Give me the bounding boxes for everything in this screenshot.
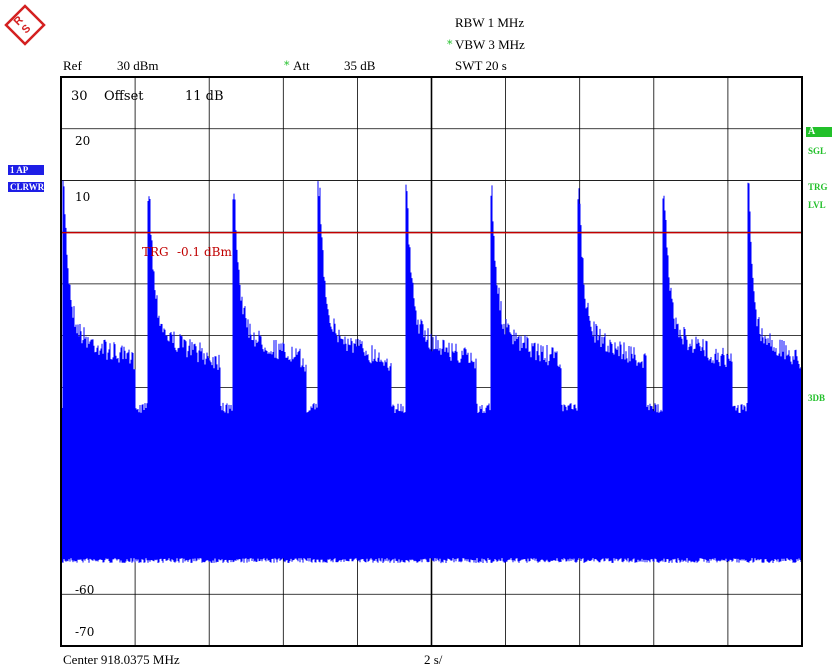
rbw-readout: RBW 1 MHz — [455, 15, 525, 30]
trace-gap — [560, 403, 579, 563]
trace-1 — [60, 180, 803, 564]
att-changed-marker: * — [284, 59, 290, 72]
single-sweep-indicator: SGL — [808, 146, 827, 156]
trace-mode-label: CLRWR — [8, 182, 45, 192]
rohde-schwarz-logo: R S — [4, 4, 46, 46]
sweep-time-readout: SWT 20 s — [455, 58, 507, 73]
trigger-level-value: -0.1 dBm — [177, 245, 232, 259]
plot-frame — [60, 76, 803, 647]
ref-label: Ref — [63, 58, 82, 73]
trace-burst — [317, 181, 392, 563]
vbw-changed-marker: * — [447, 38, 453, 51]
screen-a-indicator: A — [806, 127, 832, 137]
trace-gap — [731, 403, 749, 563]
y-tick-label: -70 — [75, 625, 95, 639]
sweep-per-division-readout: 2 s/ — [424, 652, 443, 667]
offset-value: 11 dB — [185, 89, 224, 104]
3db-filter-indicator: 3DB — [808, 393, 826, 403]
offset-label: Offset — [104, 89, 144, 104]
trace-gap — [134, 403, 149, 563]
y-tick-label: -60 — [75, 583, 95, 597]
trace-gap — [305, 403, 319, 563]
trigger-level-label: TRG — [142, 245, 169, 259]
trace-detector-label: 1 AP — [8, 165, 44, 175]
y-tick-label: 30 — [71, 89, 88, 104]
trace-burst — [147, 196, 221, 563]
trace-gap — [475, 403, 492, 563]
level-indicator: LVL — [808, 200, 826, 210]
trace-gap — [390, 403, 407, 563]
trace-burst — [577, 188, 647, 563]
trace-burst — [405, 184, 477, 564]
trace-gap — [219, 402, 234, 563]
y-tick-label: 20 — [75, 134, 91, 148]
trigger-indicator: TRG — [808, 182, 828, 192]
att-value: 35 dB — [344, 58, 376, 73]
center-frequency-readout: Center 918.0375 MHz — [63, 652, 180, 667]
trace-burst — [490, 185, 562, 563]
trace-burst — [232, 193, 307, 563]
logo-diamond — [4, 4, 46, 46]
y-tick-label: 10 — [75, 190, 91, 204]
ref-level-value: 30 dBm — [117, 58, 159, 73]
att-label: Att — [293, 58, 310, 73]
vbw-readout: VBW 3 MHz — [455, 37, 525, 52]
trace-gap — [645, 403, 664, 563]
trace-burst — [747, 182, 803, 563]
trace-burst — [62, 180, 136, 563]
trace-burst — [662, 195, 733, 563]
